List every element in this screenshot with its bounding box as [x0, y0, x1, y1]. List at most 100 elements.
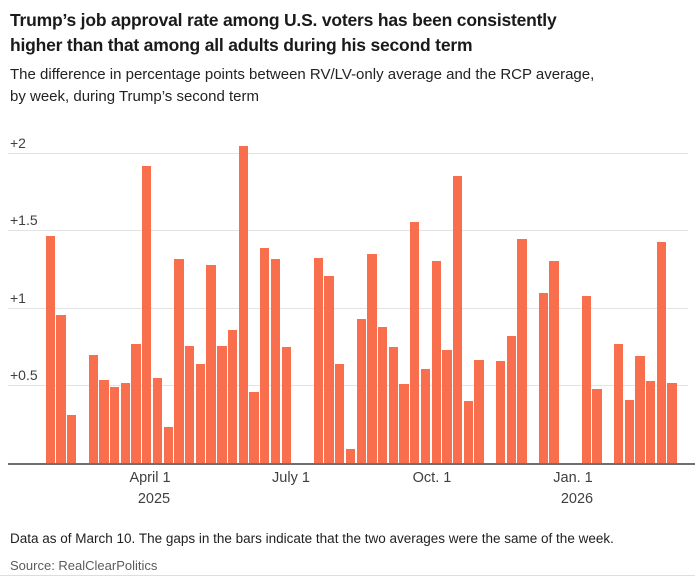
bar-slot	[399, 140, 410, 463]
bar-slot	[624, 140, 635, 463]
chart-subtitle-line1: The difference in percentage points betw…	[10, 66, 595, 83]
gridline-+2	[8, 153, 688, 154]
bar-slot	[656, 140, 667, 463]
bar	[56, 314, 66, 463]
bottom-divider	[0, 575, 695, 576]
bar-slot	[452, 140, 463, 463]
bar	[388, 347, 399, 463]
chart-subtitle: The difference in percentage points betw…	[10, 64, 690, 108]
bar	[195, 364, 206, 463]
bar-slot	[163, 140, 174, 463]
bar	[624, 399, 634, 463]
bar	[67, 415, 77, 463]
bar-slot	[495, 140, 506, 463]
bar-slot	[377, 140, 388, 463]
bar-slot	[141, 140, 152, 463]
bar	[506, 336, 516, 463]
bar	[517, 238, 527, 463]
bar	[174, 259, 184, 463]
bar	[152, 378, 163, 463]
bars-row	[45, 140, 677, 463]
bar-gap	[302, 140, 313, 463]
bar	[260, 248, 270, 463]
bar-gap	[292, 140, 303, 463]
bar	[227, 330, 238, 463]
bar-slot	[474, 140, 485, 463]
x-tick-label: Oct. 1	[412, 470, 452, 486]
bar	[110, 387, 120, 463]
bar-slot	[131, 140, 142, 463]
bar	[270, 259, 281, 463]
bar-slot	[56, 140, 67, 463]
y-tick-label: +2	[10, 135, 26, 151]
bar-slot	[517, 140, 528, 463]
bar	[538, 293, 549, 463]
bar	[185, 345, 195, 463]
x-tick-label: April 1	[129, 470, 171, 486]
bar-slot	[667, 140, 678, 463]
gridline-+0.5	[8, 384, 688, 386]
bar-slot	[409, 140, 420, 463]
chart-title-line1: Trump’s job approval rate among U.S. vot…	[10, 10, 557, 30]
gridline-+1	[8, 307, 688, 309]
data-note: Data as of March 10. The gaps in the bar…	[10, 531, 614, 546]
bar	[206, 265, 216, 463]
bar	[367, 254, 377, 463]
bar	[420, 368, 431, 463]
bar	[45, 235, 56, 463]
x-tick-year-label: 2026	[560, 491, 594, 507]
bar-slot	[613, 140, 624, 463]
plot-area: +0.5 +1 +1.5 +2	[8, 136, 695, 465]
bar-slot	[420, 140, 431, 463]
bar-slot	[195, 140, 206, 463]
bar-gap	[602, 140, 613, 463]
bar-slot	[431, 140, 442, 463]
bar	[131, 344, 141, 463]
bar-slot	[249, 140, 260, 463]
bar	[356, 319, 366, 463]
bar-gap	[77, 140, 88, 463]
bar-slot	[206, 140, 217, 463]
x-tick-label: July 1	[272, 470, 310, 486]
bar	[345, 449, 356, 463]
bar	[324, 276, 334, 463]
bar	[238, 146, 248, 463]
bar-slot	[345, 140, 356, 463]
bar-slot	[259, 140, 270, 463]
bar	[495, 361, 506, 463]
bar-gap	[560, 140, 571, 463]
bar-slot	[99, 140, 110, 463]
bar-slot	[227, 140, 238, 463]
bar-slot	[109, 140, 120, 463]
bar	[474, 359, 484, 463]
bar	[399, 384, 409, 463]
bar-slot	[442, 140, 453, 463]
bar	[335, 364, 345, 463]
bar	[645, 381, 656, 463]
bar-slot	[506, 140, 517, 463]
bar	[667, 382, 677, 463]
bar-slot	[645, 140, 656, 463]
y-tick-label: +1	[10, 289, 26, 306]
bar-slot	[581, 140, 592, 463]
bar-slot	[538, 140, 549, 463]
bar-slot	[334, 140, 345, 463]
bar-slot	[356, 140, 367, 463]
bar-slot	[463, 140, 474, 463]
bar	[377, 327, 388, 463]
bar-slot	[66, 140, 77, 463]
bar	[99, 379, 109, 463]
bar-slot	[217, 140, 228, 463]
x-tick-label: Jan. 1	[553, 470, 593, 486]
bar-slot	[367, 140, 378, 463]
bar	[120, 382, 131, 463]
bar-slot	[313, 140, 324, 463]
chart-title-line2: higher than that among all adults during…	[10, 35, 473, 55]
bar	[88, 354, 98, 463]
bar-slot	[88, 140, 99, 463]
bar	[217, 345, 227, 463]
bar	[410, 221, 420, 463]
bar-slot	[549, 140, 560, 463]
bar	[592, 388, 602, 463]
